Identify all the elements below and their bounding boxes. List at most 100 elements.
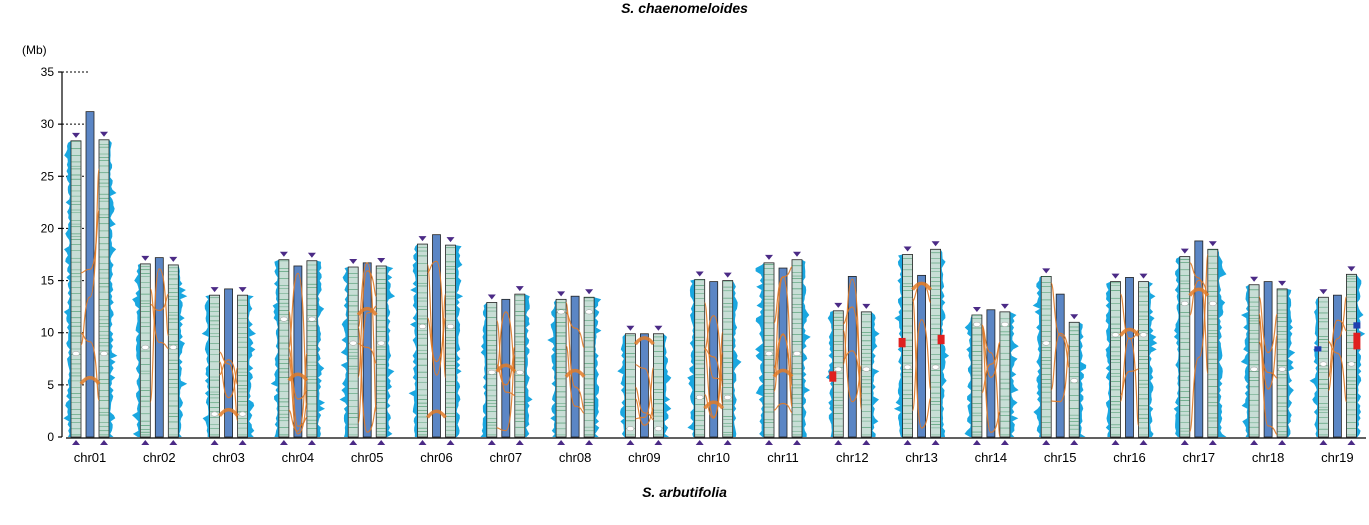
telomere-top-marker (1111, 273, 1120, 279)
telomere-top-marker (654, 325, 663, 331)
centromere-marker (1042, 340, 1050, 346)
telomere-bottom-marker (1180, 440, 1189, 445)
chromosome-label: chr15 (1044, 450, 1077, 465)
centromere-marker (1181, 301, 1189, 306)
middle-chromosome-bar (154, 257, 164, 438)
gene-density-profile (270, 259, 279, 437)
chromosome-label: chr03 (212, 450, 245, 465)
synteny-link (149, 288, 169, 350)
centromere-marker (446, 324, 455, 329)
chromosome-label: chr06 (420, 450, 453, 465)
inversion-link (703, 400, 725, 410)
telomere-bottom-marker (210, 440, 219, 445)
synteny-link (80, 209, 100, 274)
telomere-top-marker (1208, 241, 1217, 247)
gene-density-profile (455, 245, 464, 437)
synteny-link (1119, 368, 1139, 396)
right-chromosome-bar (860, 311, 872, 438)
chromosome-label: chr09 (628, 450, 661, 465)
telomere-top-marker (169, 256, 178, 262)
inversion-link (1119, 327, 1140, 337)
telomere-bottom-marker (141, 440, 150, 445)
telomere-bottom-marker (695, 440, 704, 445)
synteny-link (981, 327, 1001, 434)
telomere-top-marker (793, 251, 801, 257)
left-chromosome-bar (417, 243, 428, 438)
telomere-bottom-marker (793, 440, 801, 445)
telomere-bottom-marker (169, 440, 178, 445)
synteny-link (1051, 343, 1070, 403)
synteny-link (773, 266, 793, 324)
telomere-top-marker (626, 325, 635, 331)
telomere-bottom-marker (487, 440, 496, 445)
inversion-link (633, 336, 655, 346)
telomere-bottom-marker (1278, 440, 1287, 445)
inversion-marker-red (1353, 332, 1361, 350)
synteny-link (496, 311, 516, 374)
telomere-top-marker (307, 252, 316, 258)
synteny-link (635, 367, 654, 420)
synteny-link (426, 317, 447, 363)
centromere-marker (862, 366, 871, 372)
chromosome-group-chr13: chr13 (893, 241, 950, 465)
synteny-link (1258, 296, 1278, 354)
chromosome-group-chr02: chr02 (132, 255, 188, 465)
synteny-link (565, 302, 585, 411)
telomere-bottom-marker (765, 440, 773, 445)
telomere-bottom-marker (1139, 440, 1148, 445)
left-chromosome-bar (209, 294, 221, 438)
gene-density-profile (663, 333, 672, 437)
chromosome-label: chr11 (767, 450, 799, 465)
telomere-top-marker (446, 237, 455, 243)
synteny-link (80, 168, 100, 346)
middle-chromosome-bar (917, 274, 926, 438)
chromosome-label: chr08 (559, 450, 592, 465)
telomere-bottom-marker (931, 440, 940, 445)
left-chromosome-bar (139, 263, 151, 438)
centromere-marker (169, 344, 178, 350)
chromosome-label: chr04 (282, 450, 315, 465)
right-chromosome-bar (791, 259, 803, 438)
right-chromosome-bar (1276, 288, 1288, 438)
telomere-top-marker (1042, 268, 1051, 274)
gene-density-profile (247, 295, 256, 437)
y-tick-label: 35 (41, 65, 55, 79)
centromere-marker (654, 426, 663, 432)
telomere-top-marker (834, 302, 843, 308)
centromere-marker (973, 321, 981, 327)
centromere-marker (1250, 366, 1258, 372)
telomere-bottom-marker (903, 440, 912, 445)
inversion-link (218, 407, 240, 417)
gene-density-profile (594, 297, 602, 437)
telomere-bottom-marker (1208, 440, 1217, 445)
middle-chromosome-bar (1263, 281, 1273, 438)
right-chromosome-bar (1138, 281, 1149, 438)
inversion-link (1188, 287, 1210, 297)
synteny-link (635, 364, 654, 418)
centromere-marker (1070, 378, 1078, 384)
inversion-marker-red (937, 334, 945, 345)
y-tick-label: 15 (41, 274, 55, 288)
gene-density-profile (617, 333, 626, 437)
inversion-marker-blue (1314, 346, 1322, 352)
centromere-marker (72, 351, 80, 357)
right-chromosome-bar (375, 265, 387, 438)
gene-density-profile (964, 314, 972, 437)
centromere-marker (377, 340, 385, 346)
synteny-link (1327, 319, 1347, 379)
middle-chromosome-bar (640, 333, 649, 438)
right-chromosome-bar (514, 293, 526, 438)
gene-density-profile (940, 249, 950, 437)
gene-density-profile (1032, 276, 1042, 437)
synteny-link (427, 260, 447, 379)
telomere-top-marker (418, 236, 427, 242)
synteny-link (842, 329, 862, 403)
chromosome-label: chr14 (975, 450, 1008, 465)
centromere-marker (280, 316, 288, 322)
middle-chromosome-bar (293, 265, 303, 438)
gene-density-profile (1105, 281, 1111, 437)
synteny-link (150, 293, 169, 312)
chromosome-label: chr19 (1321, 450, 1354, 465)
synteny-link (288, 356, 308, 435)
centromere-marker (1278, 366, 1286, 372)
